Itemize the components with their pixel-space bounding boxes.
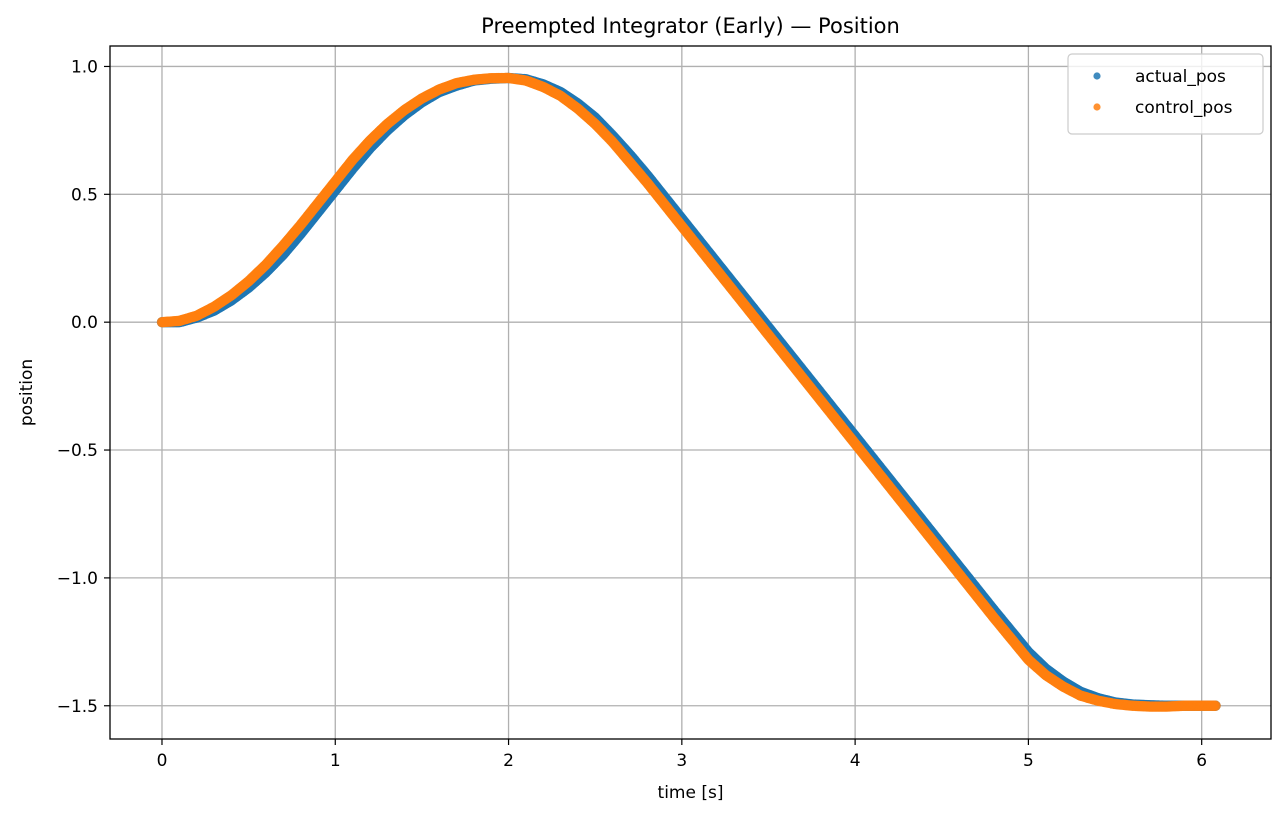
x-tick-label: 1 bbox=[330, 751, 341, 771]
x-tick-label: 2 bbox=[503, 751, 514, 771]
x-tick-label: 3 bbox=[676, 751, 687, 771]
y-tick-label: 0.5 bbox=[71, 185, 98, 205]
legend-box bbox=[1067, 53, 1264, 135]
legend-label: actual_pos bbox=[1135, 67, 1226, 87]
y-tick-label: −0.5 bbox=[57, 441, 98, 461]
y-tick-label: 0.0 bbox=[71, 313, 98, 333]
y-tick-label: −1.5 bbox=[57, 697, 98, 717]
axes-frame bbox=[109, 45, 1272, 740]
legend-marker bbox=[1093, 72, 1101, 80]
data-points bbox=[156, 72, 1221, 712]
y-axis-label: position bbox=[17, 359, 37, 426]
legend-marker bbox=[1093, 103, 1101, 111]
y-tick-label: 1.0 bbox=[71, 57, 98, 77]
x-tick-label: 0 bbox=[157, 751, 168, 771]
ticks: 0 1 2 3 4 5 6 1.0 0.5 0.0 −0.5 −1.0 −1.5 bbox=[57, 57, 1207, 771]
legend-label: control_pos bbox=[1135, 98, 1233, 118]
x-tick-label: 4 bbox=[850, 751, 861, 771]
x-tick-label: 5 bbox=[1023, 751, 1034, 771]
y-tick-label: −1.0 bbox=[57, 569, 98, 589]
scatter-point bbox=[1210, 700, 1221, 711]
grid bbox=[110, 46, 1271, 739]
chart-title: Preempted Integrator (Early) — Position bbox=[481, 14, 900, 38]
series-control_pos bbox=[156, 72, 1221, 712]
legend: actual_pos control_pos bbox=[1067, 53, 1264, 135]
x-axis-label: time [s] bbox=[658, 783, 724, 803]
x-tick-label: 6 bbox=[1196, 751, 1207, 771]
